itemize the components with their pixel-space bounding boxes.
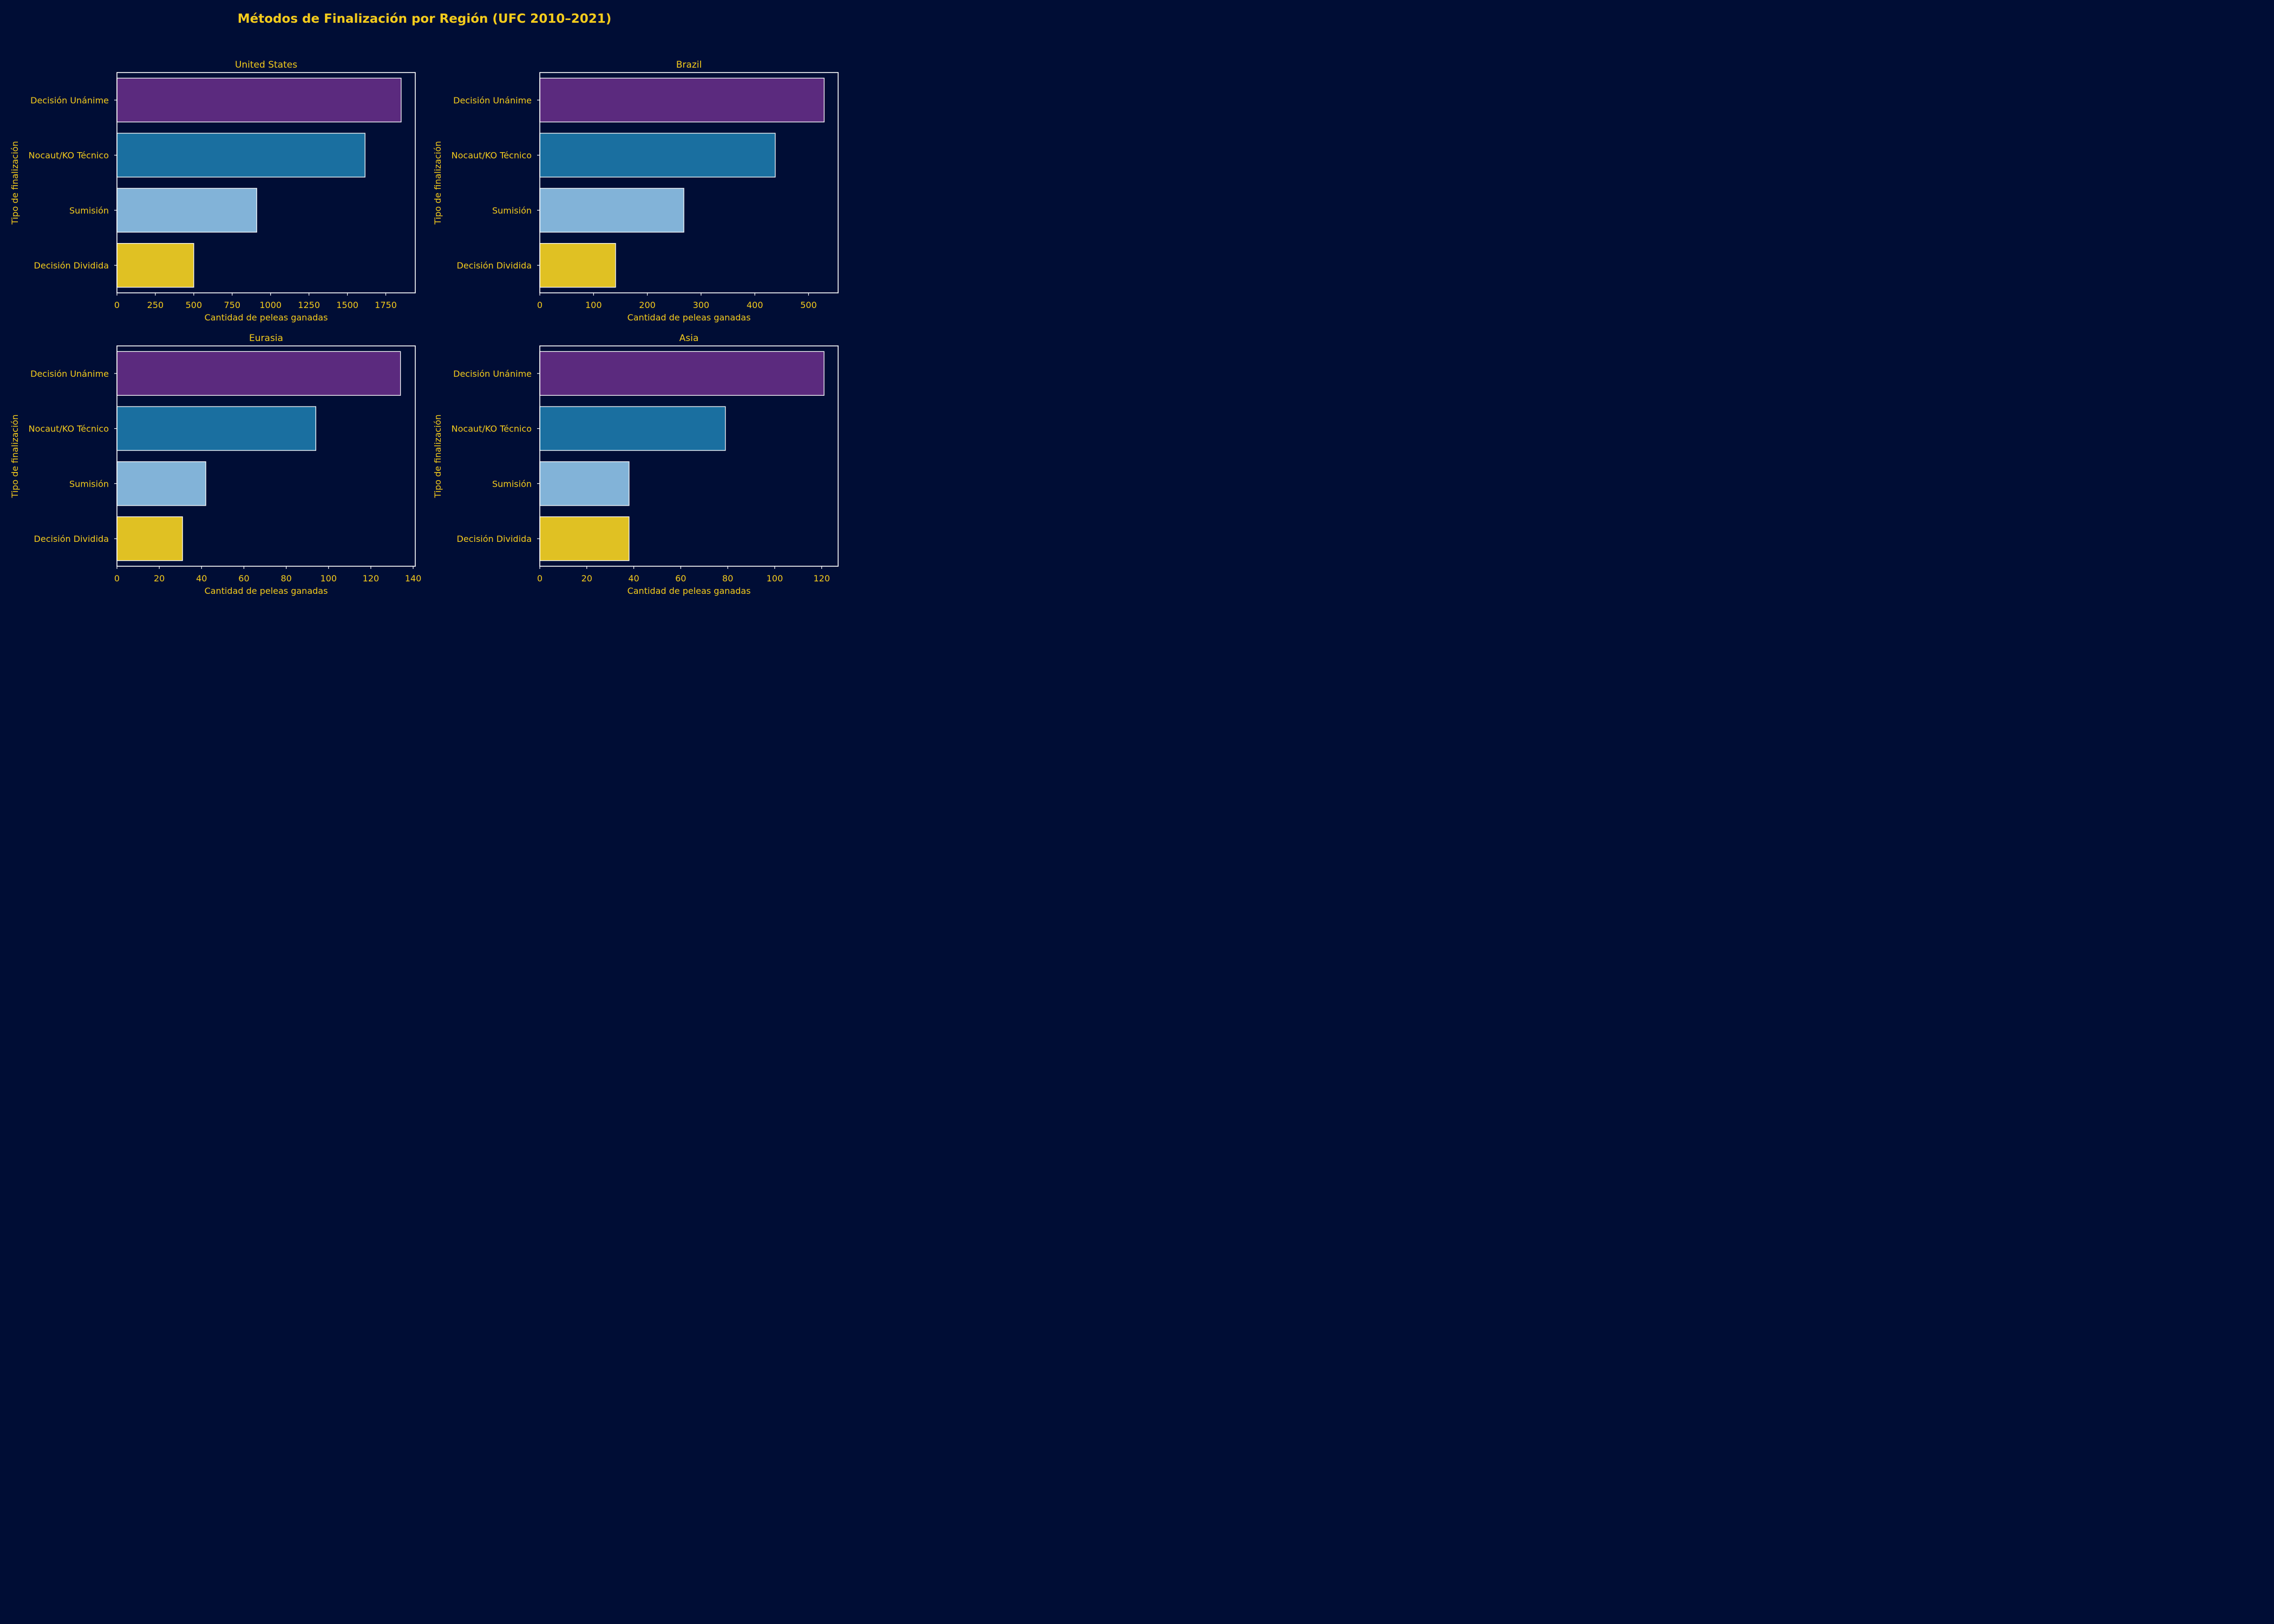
figure-title: Métodos de Finalización por Región (UFC … — [238, 12, 611, 26]
x-tick-label: 60 — [238, 573, 249, 584]
bar — [116, 351, 401, 396]
chart-panel-2: Brazil Decisión Unánime Nocaut/KO Técnico S… — [433, 60, 839, 323]
y-axis-label: Tipo de finalización — [433, 414, 443, 498]
x-tick-label: 400 — [747, 300, 763, 310]
bar — [116, 243, 194, 288]
x-tick-label: 500 — [800, 300, 817, 310]
axes-frame — [539, 72, 839, 293]
y-tick-label: Decisión Dividida — [457, 260, 532, 271]
bar — [116, 406, 316, 451]
y-tick-label: Sumisión — [69, 205, 109, 215]
x-tick-label: 40 — [196, 573, 207, 584]
y-axis-label: Tipo de finalización — [10, 414, 20, 498]
y-tick-label: Decisión Dividida — [34, 260, 109, 271]
x-tick-label: 200 — [639, 300, 656, 310]
x-tick-label: 1750 — [375, 300, 397, 310]
bar — [539, 133, 776, 178]
x-tick-label: 80 — [280, 573, 291, 584]
x-tick-label: 120 — [813, 573, 830, 584]
x-tick-label: 100 — [585, 300, 602, 310]
y-tick-label: Decisión Dividida — [34, 534, 109, 544]
x-tick-label: 750 — [224, 300, 241, 310]
y-tick-label: Sumisión — [492, 479, 532, 489]
bar — [539, 351, 825, 396]
bar — [539, 461, 630, 506]
x-tick-label: 1500 — [336, 300, 358, 310]
x-tick-label: 40 — [628, 573, 639, 584]
y-tick-label: Decisión Unánime — [30, 369, 109, 379]
x-tick-label: 1000 — [259, 300, 282, 310]
axes-frame — [116, 72, 416, 293]
bar — [539, 516, 630, 561]
y-tick-label: Sumisión — [69, 479, 109, 489]
x-axis-label: Cantidad de peleas ganadas — [628, 312, 751, 323]
bar — [539, 406, 726, 451]
y-tick-label: Decisión Unánime — [453, 369, 532, 379]
bar — [116, 516, 183, 561]
y-axis-label: Tipo de finalización — [433, 141, 443, 225]
panel-title: Asia — [679, 333, 699, 344]
bar — [116, 77, 402, 123]
y-tick-label: Nocaut/KO Técnico — [29, 424, 109, 434]
x-tick-label: 140 — [405, 573, 422, 584]
chart-panel-1: United States Decisión Unánime Nocaut/KO T… — [10, 60, 416, 323]
y-tick-label: Decisión Dividida — [457, 534, 532, 544]
chart-panel-3: Eurasia Decisión Unánime Nocaut/KO Técnico… — [10, 333, 421, 596]
x-tick-label: 300 — [693, 300, 710, 310]
bar — [116, 188, 257, 233]
chart-panel-4: Asia Decisión Unánime Nocaut/KO Técnico Sum… — [433, 333, 839, 596]
y-tick-label: Nocaut/KO Técnico — [452, 424, 532, 434]
x-tick-label: 1250 — [298, 300, 320, 310]
x-tick-label: 20 — [581, 573, 592, 584]
y-tick-label: Nocaut/KO Técnico — [452, 150, 532, 161]
x-tick-label: 0 — [537, 300, 543, 310]
bar — [116, 133, 365, 178]
x-tick-label: 0 — [114, 300, 120, 310]
bar — [539, 77, 825, 123]
y-tick-label: Sumisión — [492, 205, 532, 215]
axes-frame — [116, 345, 416, 567]
x-tick-label: 0 — [114, 573, 120, 584]
bar — [539, 188, 684, 233]
y-tick-label: Nocaut/KO Técnico — [29, 150, 109, 161]
x-tick-label: 0 — [537, 573, 543, 584]
x-tick-label: 100 — [321, 573, 337, 584]
bar — [539, 243, 616, 288]
x-axis-label: Cantidad de peleas ganadas — [205, 312, 328, 323]
y-axis-label: Tipo de finalización — [10, 141, 20, 225]
panel-title: Brazil — [676, 60, 702, 70]
x-axis-label: Cantidad de peleas ganadas — [205, 586, 328, 596]
axes-frame — [539, 345, 839, 567]
x-tick-label: 250 — [147, 300, 164, 310]
x-tick-label: 80 — [722, 573, 733, 584]
x-tick-label: 20 — [154, 573, 165, 584]
y-tick-label: Decisión Unánime — [30, 95, 109, 106]
x-tick-label: 100 — [767, 573, 783, 584]
figure: Métodos de Finalización por Región (UFC … — [0, 0, 849, 606]
x-axis-label: Cantidad de peleas ganadas — [628, 586, 751, 596]
bar — [116, 461, 206, 506]
panel-title: Eurasia — [249, 333, 283, 344]
y-tick-label: Decisión Unánime — [453, 95, 532, 106]
x-tick-label: 120 — [363, 573, 380, 584]
panel-title: United States — [235, 60, 297, 70]
x-tick-label: 60 — [675, 573, 686, 584]
x-tick-label: 500 — [186, 300, 202, 310]
chart-panels: United States Decisión Unánime Nocaut/KO T… — [10, 60, 839, 596]
